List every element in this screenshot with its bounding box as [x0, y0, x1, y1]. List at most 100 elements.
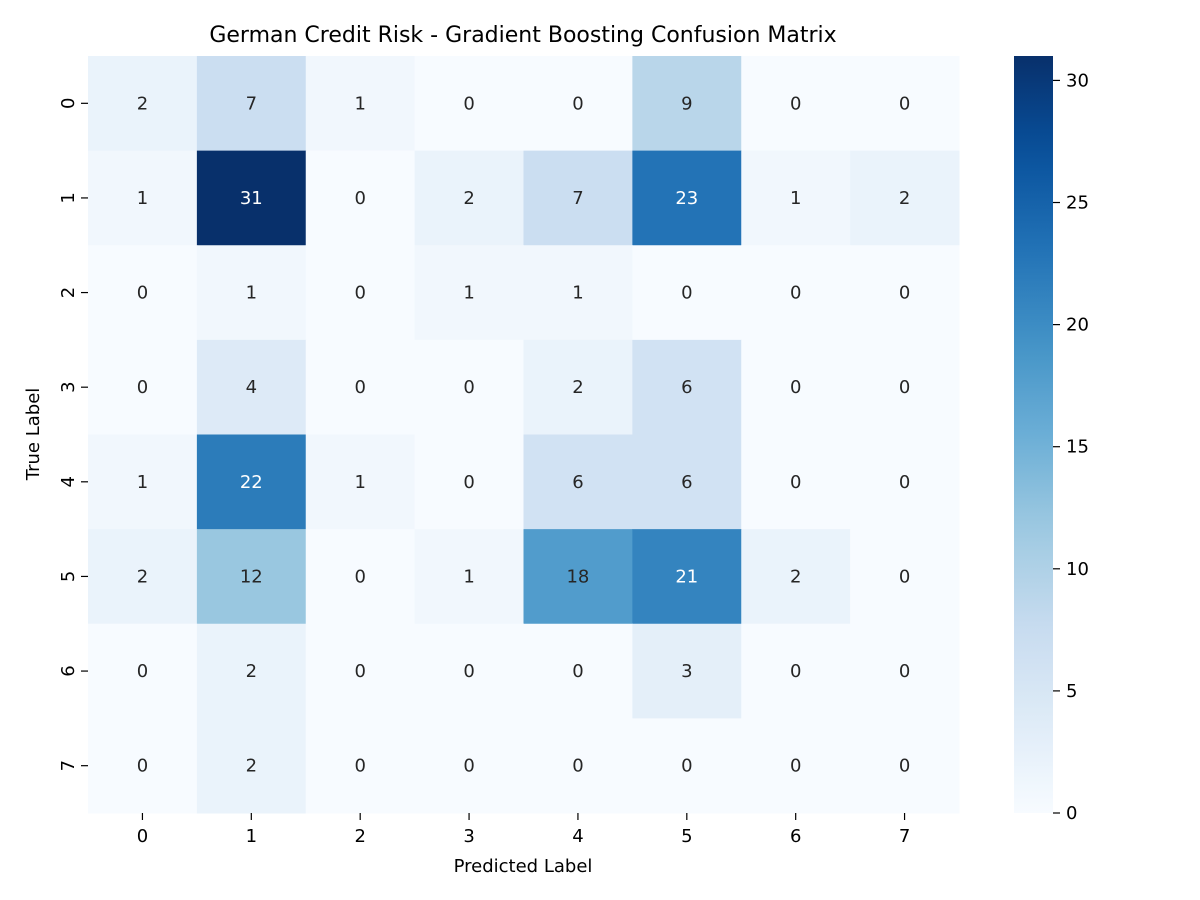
- y-tick-label: 4: [58, 476, 79, 487]
- cell-value-label: 0: [463, 93, 474, 114]
- cell-value-label: 1: [463, 566, 474, 587]
- cell-value-label: 0: [137, 661, 148, 682]
- cell-value-label: 1: [790, 188, 801, 209]
- heatmap-cell: [850, 339, 960, 435]
- cell-value-label: 7: [246, 93, 257, 114]
- cell-value-label: 1: [463, 283, 474, 304]
- heatmap-cell: [741, 339, 851, 435]
- cell-value-label: 0: [790, 472, 801, 493]
- heatmap-cell: [196, 339, 307, 435]
- cell-value-label: 0: [790, 756, 801, 777]
- cell-value-label: 0: [572, 93, 583, 114]
- cell-value-label: 1: [572, 283, 583, 304]
- heatmap-cell: [305, 150, 416, 246]
- heatmap-cell: [414, 718, 524, 814]
- cell-value-label: 1: [246, 283, 257, 304]
- heatmap-cell: [741, 245, 851, 341]
- cell-value-label: 0: [899, 661, 910, 682]
- heatmap-cell: [741, 529, 851, 625]
- heatmap-cell: [305, 245, 416, 341]
- x-tick-label: 2: [354, 826, 365, 847]
- cell-value-label: 0: [899, 377, 910, 398]
- heatmap-cell: [741, 56, 851, 152]
- heatmap-cell: [414, 150, 524, 246]
- cell-value-label: 0: [463, 377, 474, 398]
- heatmap-cell: [523, 718, 633, 814]
- heatmap-cell: [88, 150, 198, 246]
- cell-value-label: 6: [572, 472, 583, 493]
- x-axis-label: Predicted Label: [454, 856, 593, 877]
- cell-value-label: 0: [790, 283, 801, 304]
- heatmap-cell: [414, 339, 524, 435]
- heatmap-cell: [196, 434, 307, 530]
- heatmap-cell: [305, 434, 416, 530]
- y-tick-label: 5: [58, 571, 79, 582]
- heatmap-cell: [850, 150, 960, 246]
- heatmap-cell: [305, 718, 416, 814]
- heatmap-cell: [632, 434, 742, 530]
- cell-value-label: 0: [572, 756, 583, 777]
- cell-value-label: 0: [899, 93, 910, 114]
- heatmap-cell: [632, 245, 742, 341]
- chart-title: German Credit Risk - Gradient Boosting C…: [209, 23, 836, 48]
- heatmap-cell: [414, 623, 524, 719]
- heatmap-cell: [414, 434, 524, 530]
- cell-value-label: 1: [137, 472, 148, 493]
- heatmap-cell: [850, 623, 960, 719]
- heatmap-cell: [523, 434, 633, 530]
- heatmap-cell: [523, 623, 633, 719]
- heatmap-cell: [850, 434, 960, 530]
- cell-value-label: 0: [681, 756, 692, 777]
- heatmap-cell: [523, 245, 633, 341]
- heatmap-cell: [850, 718, 960, 814]
- heatmap-cell: [305, 529, 416, 625]
- heatmap-cell: [196, 150, 307, 246]
- cell-value-label: 31: [240, 188, 263, 209]
- heatmap-cells: 2 7 1 0 0 9 0 01 31 0 2 7 23 1 20 1 0 1 1 0 0 00 4 0 0 2 6 0 01 22 1 0 6…: [88, 56, 960, 814]
- heatmap-cell: [632, 623, 742, 719]
- cell-value-label: 3: [681, 661, 692, 682]
- x-tick-label: 5: [681, 826, 692, 847]
- cell-value-label: 2: [137, 566, 148, 587]
- cell-value-label: 0: [463, 756, 474, 777]
- heatmap-cell: [196, 623, 307, 719]
- heatmap-cell: [88, 56, 198, 152]
- cell-value-label: 23: [675, 188, 698, 209]
- cell-value-label: 0: [790, 93, 801, 114]
- cell-value-label: 2: [246, 661, 257, 682]
- cell-value-label: 2: [790, 566, 801, 587]
- cell-value-label: 0: [899, 566, 910, 587]
- cell-value-label: 1: [354, 472, 365, 493]
- cell-value-label: 0: [572, 661, 583, 682]
- cell-value-label: 0: [354, 756, 365, 777]
- heatmap-cell: [414, 245, 524, 341]
- y-tick-label: 3: [58, 381, 79, 392]
- cell-value-label: 0: [790, 377, 801, 398]
- cell-value-label: 0: [463, 472, 474, 493]
- heatmap-cell: [88, 434, 198, 530]
- colorbar-ticks: 0 5 10 15 20 25 30: [1053, 70, 1089, 824]
- cell-value-label: 0: [681, 283, 692, 304]
- y-tick-label: 0: [58, 98, 79, 109]
- heatmap-cell: [523, 56, 633, 152]
- heatmap-cell: [632, 56, 742, 152]
- y-axis-label: True Label: [23, 388, 44, 482]
- cell-value-label: 0: [137, 756, 148, 777]
- cell-value-label: 21: [675, 566, 698, 587]
- heatmap-cell: [632, 339, 742, 435]
- colorbar: [1014, 56, 1053, 813]
- heatmap-cell: [523, 529, 633, 625]
- y-tick-label: 1: [58, 192, 79, 203]
- cell-value-label: 6: [681, 377, 692, 398]
- heatmap-cell: [88, 529, 198, 625]
- colorbar-tick-label: 0: [1066, 803, 1077, 824]
- heatmap-cell: [850, 245, 960, 341]
- x-tick-label: 7: [899, 826, 910, 847]
- heatmap-cell: [305, 56, 416, 152]
- cell-value-label: 12: [240, 566, 263, 587]
- cell-value-label: 0: [899, 472, 910, 493]
- heatmap-cell: [741, 718, 851, 814]
- x-tick-label: 4: [572, 826, 583, 847]
- cell-value-label: 0: [137, 283, 148, 304]
